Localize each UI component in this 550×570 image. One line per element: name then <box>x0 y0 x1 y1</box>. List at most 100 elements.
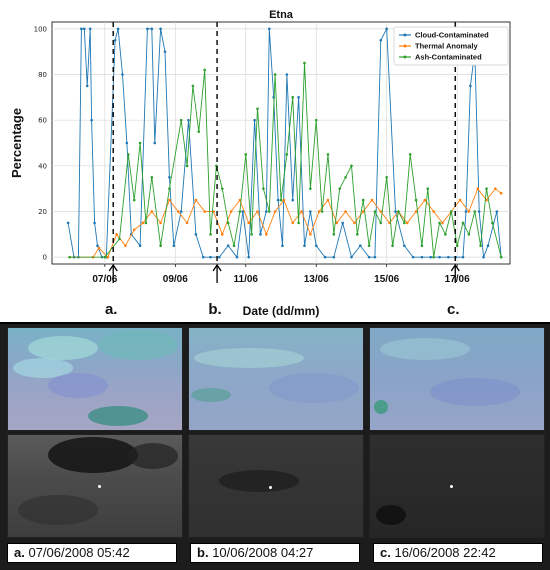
data-point <box>209 255 212 259</box>
y-axis-label: Percentage <box>9 108 24 178</box>
caption-c-text: 16/06/2008 22:42 <box>394 545 496 560</box>
data-point <box>144 221 148 225</box>
data-point <box>244 153 248 156</box>
x-tick-label: 11/06 <box>234 274 259 285</box>
data-point <box>391 244 394 248</box>
data-point <box>80 27 83 31</box>
caption-b: b. 10/06/2008 04:27 <box>190 543 360 563</box>
data-point <box>265 233 268 236</box>
data-point <box>159 221 162 225</box>
data-point <box>309 233 312 236</box>
legend-box <box>393 26 509 66</box>
data-point <box>379 38 383 42</box>
legend-marker <box>403 33 407 37</box>
y-tick-label: 60 <box>38 117 47 125</box>
data-point <box>106 255 110 259</box>
data-point <box>250 233 253 236</box>
data-point <box>429 255 433 259</box>
data-point <box>203 210 206 213</box>
x-tick-label: 13/06 <box>304 274 329 285</box>
data-point <box>132 228 136 232</box>
data-point <box>469 84 472 88</box>
data-point <box>113 38 117 42</box>
data-point <box>259 233 262 236</box>
data-point <box>229 210 233 213</box>
y-tick-label: 80 <box>38 71 47 79</box>
chart: 0 20 40 60 80 100 07/06 09/06 11/06 13/06 15/06 17/… <box>9 9 511 318</box>
data-point <box>285 73 289 76</box>
data-point <box>367 255 371 259</box>
data-point <box>332 233 336 236</box>
data-point <box>370 198 374 202</box>
data-point <box>226 221 230 225</box>
event-label: a. <box>105 301 118 318</box>
data-point <box>467 233 471 236</box>
data-point <box>335 221 339 225</box>
event-arrow-head <box>108 263 118 272</box>
data-point <box>179 210 183 213</box>
data-point <box>150 27 154 31</box>
legend-entry: Ash-Contaminated <box>415 53 482 62</box>
data-point <box>132 198 136 202</box>
chart-panel: 0 20 40 60 80 100 07/06 09/06 11/06 13/06 15/06 17/… <box>0 0 550 324</box>
caption-c-label: c. <box>380 545 391 560</box>
data-point <box>461 255 465 259</box>
data-point <box>455 244 459 248</box>
data-point <box>426 187 430 190</box>
data-point <box>203 68 206 72</box>
data-point <box>361 210 365 213</box>
data-point <box>163 50 167 53</box>
chart-title: Etna <box>269 9 294 21</box>
legend-entry: Cloud-Contaminated <box>415 31 489 40</box>
data-point <box>238 198 242 202</box>
data-point <box>185 164 189 168</box>
data-point <box>267 27 271 31</box>
legend-entry: Thermal Anomaly <box>415 42 478 51</box>
data-point <box>361 198 365 202</box>
data-point <box>267 210 271 213</box>
data-point <box>385 175 388 179</box>
data-point <box>168 198 171 202</box>
data-point <box>209 233 212 236</box>
data-point <box>97 246 101 250</box>
data-point <box>332 255 336 259</box>
data-point <box>350 255 353 259</box>
data-point <box>88 27 92 31</box>
data-point <box>68 255 71 259</box>
data-point <box>358 244 362 248</box>
data-point <box>232 244 236 248</box>
data-point <box>218 255 221 259</box>
data-point <box>256 107 259 111</box>
data-point <box>403 244 406 248</box>
data-point <box>150 210 154 213</box>
data-point <box>473 210 477 213</box>
data-point <box>495 210 499 213</box>
data-point <box>408 153 412 156</box>
data-point <box>344 210 347 213</box>
data-point <box>432 255 435 259</box>
data-point <box>273 73 277 76</box>
data-point <box>282 198 286 202</box>
data-point <box>220 233 224 236</box>
data-point <box>291 221 295 225</box>
y-tick-label: 0 <box>43 254 47 262</box>
y-tick-label: 100 <box>34 25 47 33</box>
data-point <box>82 27 86 31</box>
data-point <box>309 210 312 213</box>
caption-a: a. 07/06/2008 05:42 <box>7 543 177 563</box>
data-point <box>320 210 324 213</box>
data-point <box>317 210 321 213</box>
data-point <box>326 198 330 202</box>
x-tick-label: 09/06 <box>163 274 188 285</box>
data-point <box>150 175 154 179</box>
data-point <box>414 198 418 202</box>
data-point <box>499 255 503 259</box>
data-point <box>486 244 490 248</box>
data-point <box>449 210 453 213</box>
caption-b-label: b. <box>197 545 209 560</box>
data-point <box>116 27 120 31</box>
data-point <box>379 221 383 225</box>
gray-image-a <box>7 434 183 538</box>
data-point <box>285 153 289 156</box>
data-point <box>477 210 481 213</box>
